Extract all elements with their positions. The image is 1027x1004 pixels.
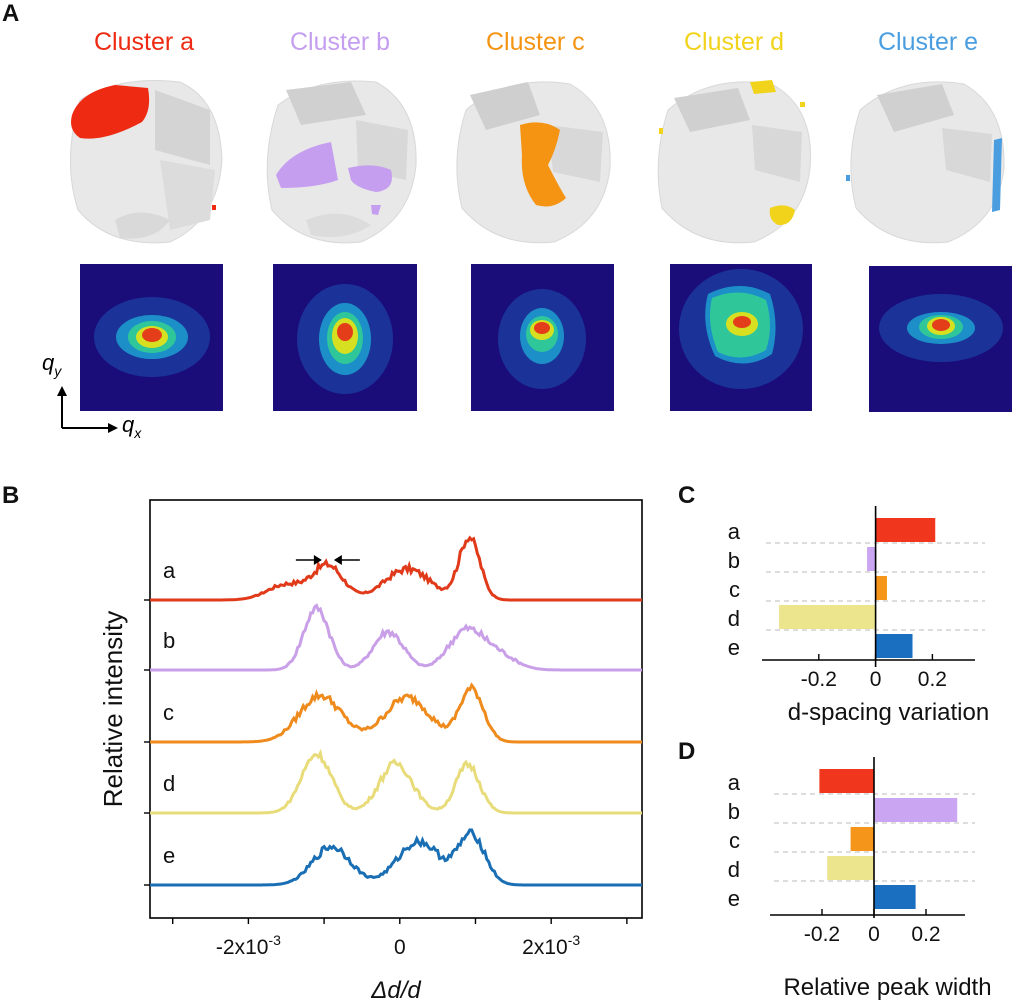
bar-d xyxy=(779,605,876,629)
qy-label: qy xyxy=(42,350,62,379)
cluster-d-region xyxy=(750,80,776,94)
category-label-e: e xyxy=(728,635,740,660)
y-axis-label: Relative intensity xyxy=(98,611,128,808)
bar-b xyxy=(874,798,958,822)
x-tick-label: -2x10-3 xyxy=(216,932,281,959)
x-tick-label: 0 xyxy=(868,923,880,946)
x-axis-label: Δd/d xyxy=(370,977,421,1004)
cluster-c-title: Cluster c xyxy=(486,28,585,56)
series-c-line xyxy=(150,682,642,744)
category-label-d: d xyxy=(728,857,740,882)
series-d-label: d xyxy=(163,771,175,796)
series-d-line xyxy=(150,748,642,815)
particle-cluster-d xyxy=(657,80,812,244)
x-tick-label: -0.2 xyxy=(801,668,837,691)
cluster-a-title: Cluster a xyxy=(94,28,195,56)
series-a-line xyxy=(150,535,642,602)
series-b-label: b xyxy=(163,628,175,653)
category-label-a: a xyxy=(728,519,741,544)
panel-label-a: A xyxy=(2,0,20,27)
bar-e xyxy=(874,885,916,909)
series-b-line xyxy=(150,603,642,672)
panel-label-c: C xyxy=(678,482,696,509)
category-label-b: b xyxy=(728,548,740,573)
plot-frame xyxy=(149,499,643,919)
cluster-c-region xyxy=(520,122,566,207)
category-label-c: c xyxy=(729,577,740,602)
cluster-b-title: Cluster b xyxy=(290,28,391,56)
x-axis-label: Relative peak width xyxy=(783,974,991,1001)
x-tick-label: -0.2 xyxy=(804,923,840,946)
bar-d xyxy=(827,856,874,880)
bar-a xyxy=(875,518,936,542)
panel-label-d: D xyxy=(678,738,696,765)
particle-cluster-c xyxy=(456,81,611,244)
particle-cluster-b xyxy=(266,80,417,244)
diffraction-pattern-c xyxy=(471,264,614,411)
diffraction-pattern-d xyxy=(670,264,812,411)
particle-cluster-e xyxy=(846,81,1005,244)
bar-e xyxy=(875,634,913,658)
panel-b-chart: a b c d e -2x10-3 0 2x10-3 Δd/d Relative intensit… xyxy=(98,499,643,1004)
x-tick-label: 0 xyxy=(870,668,882,691)
series-c-label: c xyxy=(163,700,174,725)
cluster-a-region xyxy=(71,85,150,139)
cluster-e-region xyxy=(992,138,1002,212)
category-label-b: b xyxy=(728,799,740,824)
category-label-d: d xyxy=(728,606,740,631)
cluster-b-region xyxy=(276,142,338,188)
diffraction-pattern-a xyxy=(80,264,223,411)
cluster-e-title: Cluster e xyxy=(878,28,979,56)
q-axes-indicator: qy qx xyxy=(42,350,142,441)
series-e-label: e xyxy=(163,843,175,868)
x-tick-label: 0.2 xyxy=(918,668,947,691)
diffraction-pattern-e xyxy=(869,266,1012,412)
particle-cluster-a xyxy=(69,80,223,244)
bar-a xyxy=(819,769,874,793)
category-label-e: e xyxy=(728,886,740,911)
category-label-c: c xyxy=(729,828,740,853)
qx-label: qx xyxy=(122,412,142,441)
bar-c xyxy=(850,827,874,851)
peak-width-arrowhead-left xyxy=(313,555,322,565)
x-tick-label: 2x10-3 xyxy=(522,932,580,959)
diffraction-pattern-b xyxy=(273,264,417,411)
x-tick-label: 0 xyxy=(394,936,406,959)
peak-width-arrowhead-right xyxy=(333,555,342,565)
x-axis-label: d-spacing variation xyxy=(788,699,989,726)
category-label-a: a xyxy=(728,770,741,795)
cluster-d-title: Cluster d xyxy=(684,28,785,56)
bar-b xyxy=(867,547,876,571)
series-a-label: a xyxy=(163,558,176,583)
bar-c xyxy=(875,576,887,600)
panel-label-b: B xyxy=(2,482,20,509)
x-tick-label: 0.2 xyxy=(911,923,940,946)
series-e-line xyxy=(150,828,642,887)
